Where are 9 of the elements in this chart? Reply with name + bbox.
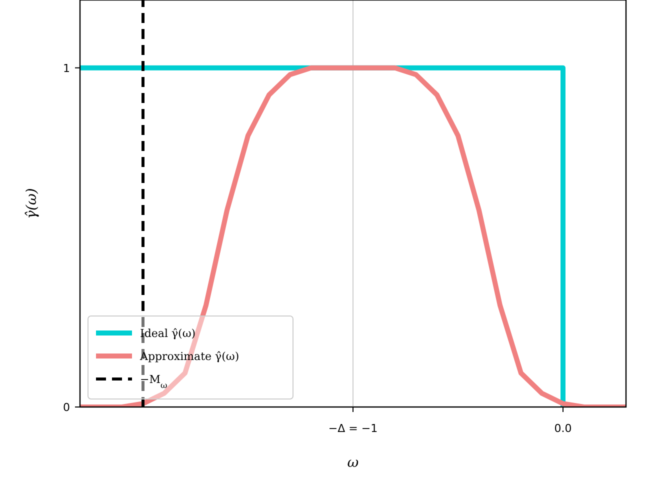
- x-tick-label: −Δ = −1: [328, 422, 378, 435]
- legend-label: Ideal γ̂(ω): [140, 327, 196, 340]
- y-tick-label: 1: [63, 62, 70, 75]
- legend-label: Approximate γ̂(ω): [139, 350, 240, 363]
- y-tick-label: 0: [63, 401, 70, 414]
- x-tick-label: 0.0: [554, 422, 572, 435]
- legend-label: −M$_{ω}$: [140, 373, 168, 390]
- x-axis-title: ω: [347, 455, 360, 471]
- y-axis-title: γ̂(ω): [24, 188, 40, 219]
